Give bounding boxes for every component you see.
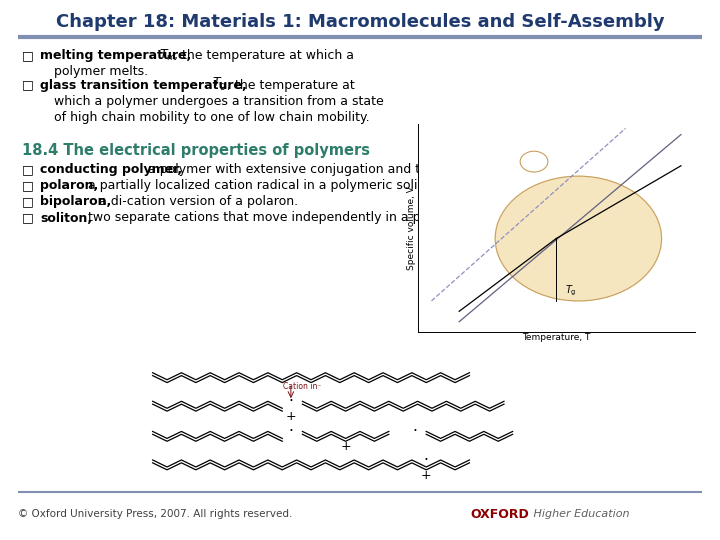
Text: □: □ (22, 179, 34, 192)
Text: □: □ (22, 50, 34, 63)
Text: ·: · (289, 394, 293, 409)
Text: a di-cation version of a polaron.: a di-cation version of a polaron. (95, 195, 298, 208)
Text: soliton,: soliton, (40, 212, 92, 225)
Text: a polymer with extensive conjugation and thereby conducts electricity.: a polymer with extensive conjugation and… (145, 164, 593, 177)
Text: ·: · (289, 424, 293, 439)
Text: polymer melts.: polymer melts. (54, 65, 148, 78)
Y-axis label: Specific volume, V: Specific volume, V (408, 186, 416, 270)
Text: □: □ (22, 212, 34, 225)
Text: ·: · (424, 453, 428, 468)
Text: +: + (421, 469, 431, 482)
Text: $\mathit{T}_\mathrm{m}$: $\mathit{T}_\mathrm{m}$ (159, 48, 176, 63)
Text: $\mathit{T}_\mathrm{g}$: $\mathit{T}_\mathrm{g}$ (212, 76, 227, 92)
Text: 18.4 The electrical properties of polymers: 18.4 The electrical properties of polyme… (22, 143, 370, 158)
Text: polaron,: polaron, (40, 179, 98, 192)
Text: © Oxford University Press, 2007. All rights reserved.: © Oxford University Press, 2007. All rig… (18, 509, 292, 519)
Text: conducting polymer,: conducting polymer, (40, 164, 182, 177)
X-axis label: Temperature, T: Temperature, T (522, 334, 590, 342)
Circle shape (495, 176, 662, 301)
Text: Chapter 18: Materials 1: Macromolecules and Self-Assembly: Chapter 18: Materials 1: Macromolecules … (55, 13, 665, 31)
Text: of high chain mobility to one of low chain mobility.: of high chain mobility to one of low cha… (54, 111, 369, 124)
Text: □: □ (22, 78, 34, 91)
Text: melting temperature,: melting temperature, (40, 50, 196, 63)
Text: ·: · (413, 424, 417, 439)
Text: OXFORD: OXFORD (470, 508, 528, 521)
Text: , the temperature at which a: , the temperature at which a (174, 50, 354, 63)
Text: Higher Education: Higher Education (530, 509, 629, 519)
Text: , the temperature at: , the temperature at (227, 78, 355, 91)
Text: Cation in⁻: Cation in⁻ (283, 382, 322, 391)
Text: two separate cations that move independently in a polymeric solid.: two separate cations that move independe… (84, 212, 512, 225)
Text: bipolaron,: bipolaron, (40, 195, 112, 208)
Text: a partially localized cation radical in a polymeric solid.: a partially localized cation radical in … (84, 179, 430, 192)
Text: □: □ (22, 195, 34, 208)
Text: glass transition temperature,: glass transition temperature, (40, 78, 251, 91)
Text: +: + (286, 410, 296, 423)
Text: +: + (341, 440, 351, 453)
Text: □: □ (22, 164, 34, 177)
Text: which a polymer undergoes a transition from a state: which a polymer undergoes a transition f… (54, 94, 384, 107)
Text: $\mathit{T}_\mathrm{g}$: $\mathit{T}_\mathrm{g}$ (564, 284, 576, 298)
